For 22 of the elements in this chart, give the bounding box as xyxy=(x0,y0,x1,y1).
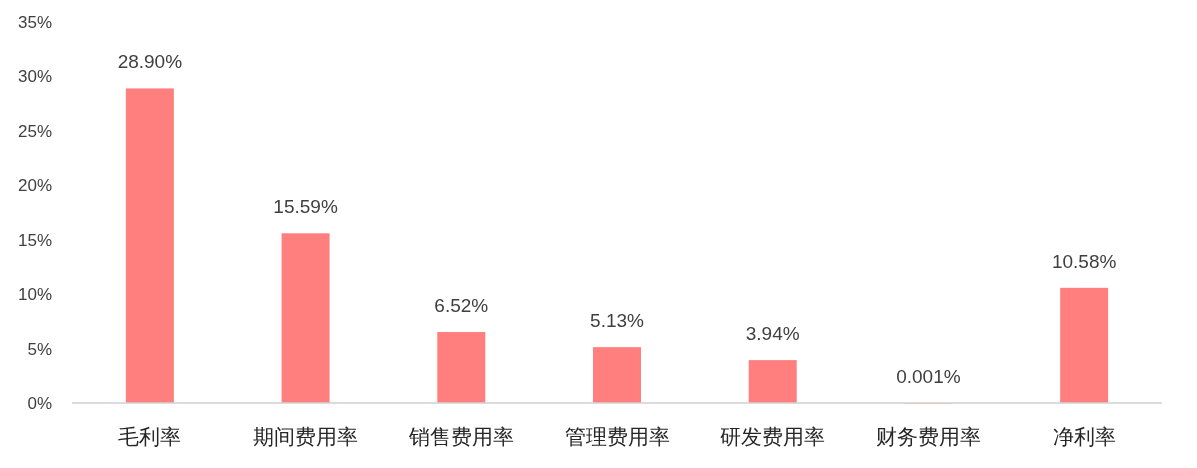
data-label: 0.001% xyxy=(896,365,961,387)
x-tick-label: 研发费用率 xyxy=(720,425,826,448)
y-tick-label: 30% xyxy=(17,67,52,87)
y-tick-label: 0% xyxy=(27,394,52,413)
x-tick-label: 财务费用率 xyxy=(875,425,981,448)
x-tick-label: 管理费用率 xyxy=(564,425,670,448)
data-label: 5.13% xyxy=(590,310,645,332)
data-label: 28.90% xyxy=(117,51,183,73)
data-label: 15.59% xyxy=(273,196,338,218)
y-tick-label: 25% xyxy=(17,121,52,141)
x-tick-label: 期间费用率 xyxy=(253,425,359,448)
y-tick-label: 35% xyxy=(17,13,52,32)
y-tick-label: 20% xyxy=(17,176,52,196)
y-tick-label: 5% xyxy=(27,339,52,359)
x-tick-label: 销售费用率 xyxy=(407,425,514,448)
data-label: 3.94% xyxy=(745,323,800,345)
data-label: 6.52% xyxy=(434,295,489,317)
data-label: 10.58% xyxy=(1051,250,1117,272)
x-tick-label: 净利率 xyxy=(1052,425,1116,448)
y-tick-label: 15% xyxy=(17,230,52,250)
y-tick-label: 10% xyxy=(17,285,52,305)
x-tick-label: 毛利率 xyxy=(118,425,182,448)
